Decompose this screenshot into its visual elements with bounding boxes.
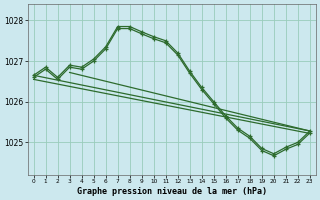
X-axis label: Graphe pression niveau de la mer (hPa): Graphe pression niveau de la mer (hPa) [77,187,267,196]
